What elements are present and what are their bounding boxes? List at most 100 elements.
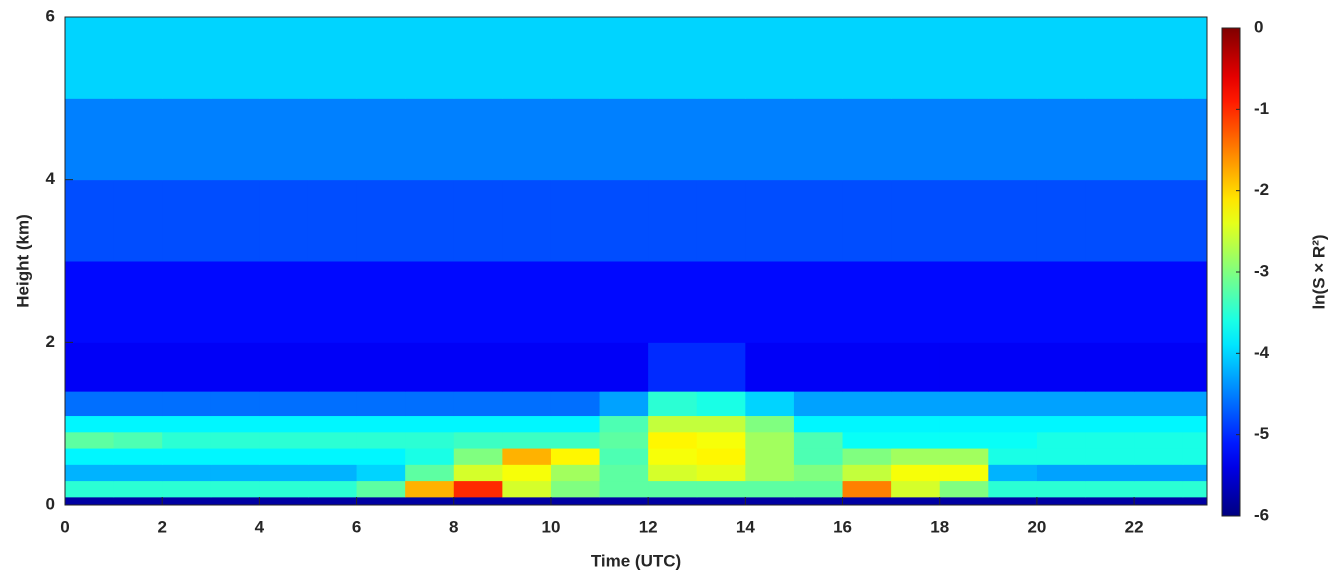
heatmap-cell	[210, 496, 260, 506]
heatmap-cell	[1085, 391, 1135, 417]
heatmap-cell	[210, 342, 260, 392]
heatmap-cell	[162, 464, 212, 482]
colorbar-tick-label: -2	[1254, 180, 1269, 199]
heatmap-cell	[842, 480, 892, 498]
heatmap-cell	[453, 464, 503, 482]
heatmap-cell	[113, 342, 163, 392]
heatmap-cell	[842, 17, 892, 99]
heatmap-cell	[113, 464, 163, 482]
heatmap-cell	[696, 17, 746, 99]
x-tick-label: 18	[930, 517, 949, 536]
heatmap-cell	[113, 391, 163, 417]
heatmap-cell	[1036, 464, 1087, 482]
axes: 0 2 4 6 8 10 12 14 16 18 20 22 0 2 4 6 0 -1 -2 -3 -4 -5 -6	[46, 6, 1270, 536]
heatmap-cell	[648, 179, 698, 262]
heatmap-cell	[1134, 448, 1184, 465]
heatmap-cell	[65, 448, 115, 465]
heatmap-cell	[259, 261, 309, 343]
heatmap-cell	[745, 17, 795, 99]
heatmap-cell	[259, 480, 309, 498]
heatmap-cell	[113, 98, 163, 181]
heatmap-cell	[65, 17, 115, 99]
heatmap-cell	[405, 496, 455, 506]
heatmap-cell	[453, 342, 503, 392]
heatmap-cell	[842, 415, 892, 433]
heatmap-cell	[162, 431, 212, 449]
heatmap-cell	[988, 431, 1038, 449]
heatmap-cell	[1182, 448, 1208, 465]
heatmap-cell	[1134, 464, 1184, 482]
heatmap-cell	[793, 415, 844, 433]
heatmap-cell	[696, 261, 746, 343]
heatmap-cell	[113, 179, 163, 262]
y-tick-label: 2	[46, 332, 55, 351]
heatmap-cell	[648, 342, 698, 392]
heatmap-cell	[453, 17, 503, 99]
heatmap-cell	[939, 98, 989, 181]
heatmap-cell	[210, 415, 260, 433]
heatmap-cell	[988, 496, 1038, 506]
heatmap-cell	[162, 98, 212, 181]
heatmap-cell	[1036, 179, 1087, 262]
heatmap-cell	[550, 17, 601, 99]
heatmap-cell	[453, 261, 503, 343]
heatmap-cell	[939, 391, 989, 417]
heatmap-cell	[696, 480, 746, 498]
heatmap-cell	[307, 17, 358, 99]
heatmap-cell	[162, 261, 212, 343]
heatmap-cell	[1085, 179, 1135, 262]
heatmap-cell	[842, 98, 892, 181]
heatmap-cell	[356, 448, 406, 465]
heatmap-cell	[1182, 415, 1208, 433]
heatmap-cell	[793, 464, 844, 482]
heatmap-cell	[793, 17, 844, 99]
heatmap-cell	[405, 391, 455, 417]
heatmap-cell	[793, 496, 844, 506]
heatmap-cell	[599, 448, 649, 465]
heatmap-cell	[1036, 261, 1087, 343]
heatmap-cell	[307, 431, 358, 449]
heatmap-cell	[405, 464, 455, 482]
heatmap-cell	[65, 464, 115, 482]
x-tick-label: 14	[736, 517, 755, 536]
heatmap-cell	[1134, 391, 1184, 417]
heatmap-cell	[891, 480, 941, 498]
heatmap-cell	[745, 98, 795, 181]
heatmap-cell	[162, 496, 212, 506]
heatmap-cell	[1085, 98, 1135, 181]
heatmap-cell	[259, 496, 309, 506]
heatmap-cell	[648, 448, 698, 465]
heatmap-cell	[1085, 415, 1135, 433]
heatmap-cell	[1134, 342, 1184, 392]
plot-frame	[64, 16, 1208, 506]
heatmap-cell	[842, 464, 892, 482]
heatmap-cell	[356, 391, 406, 417]
heatmap-cell	[988, 415, 1038, 433]
heatmap-cell	[162, 480, 212, 498]
heatmap-cell	[405, 179, 455, 262]
heatmap-cell	[1134, 431, 1184, 449]
heatmap-cell	[891, 496, 941, 506]
heatmap-cell	[793, 261, 844, 343]
heatmap-cell	[891, 431, 941, 449]
heatmap-cell	[1182, 391, 1208, 417]
heatmap-cell	[113, 17, 163, 99]
heatmap-cell	[842, 431, 892, 449]
heatmap-cell	[502, 17, 552, 99]
colorbar-tick-label: -3	[1254, 261, 1269, 280]
heatmap-cell	[745, 342, 795, 392]
colorbar-tick-label: 0	[1254, 17, 1263, 36]
heatmap-cell	[696, 496, 746, 506]
heatmap-cell	[210, 261, 260, 343]
heatmap-cell	[1182, 17, 1208, 99]
heatmap-cell	[648, 415, 698, 433]
heatmap-cell	[405, 17, 455, 99]
y-axis-label: Height (km)	[13, 214, 32, 308]
heatmap-cell	[939, 480, 989, 498]
heatmap-cell	[210, 17, 260, 99]
heatmap-cell	[745, 179, 795, 262]
heatmap-cell	[599, 179, 649, 262]
x-tick-label: 6	[352, 517, 361, 536]
heatmap-cell	[842, 391, 892, 417]
heatmap-cell	[210, 431, 260, 449]
